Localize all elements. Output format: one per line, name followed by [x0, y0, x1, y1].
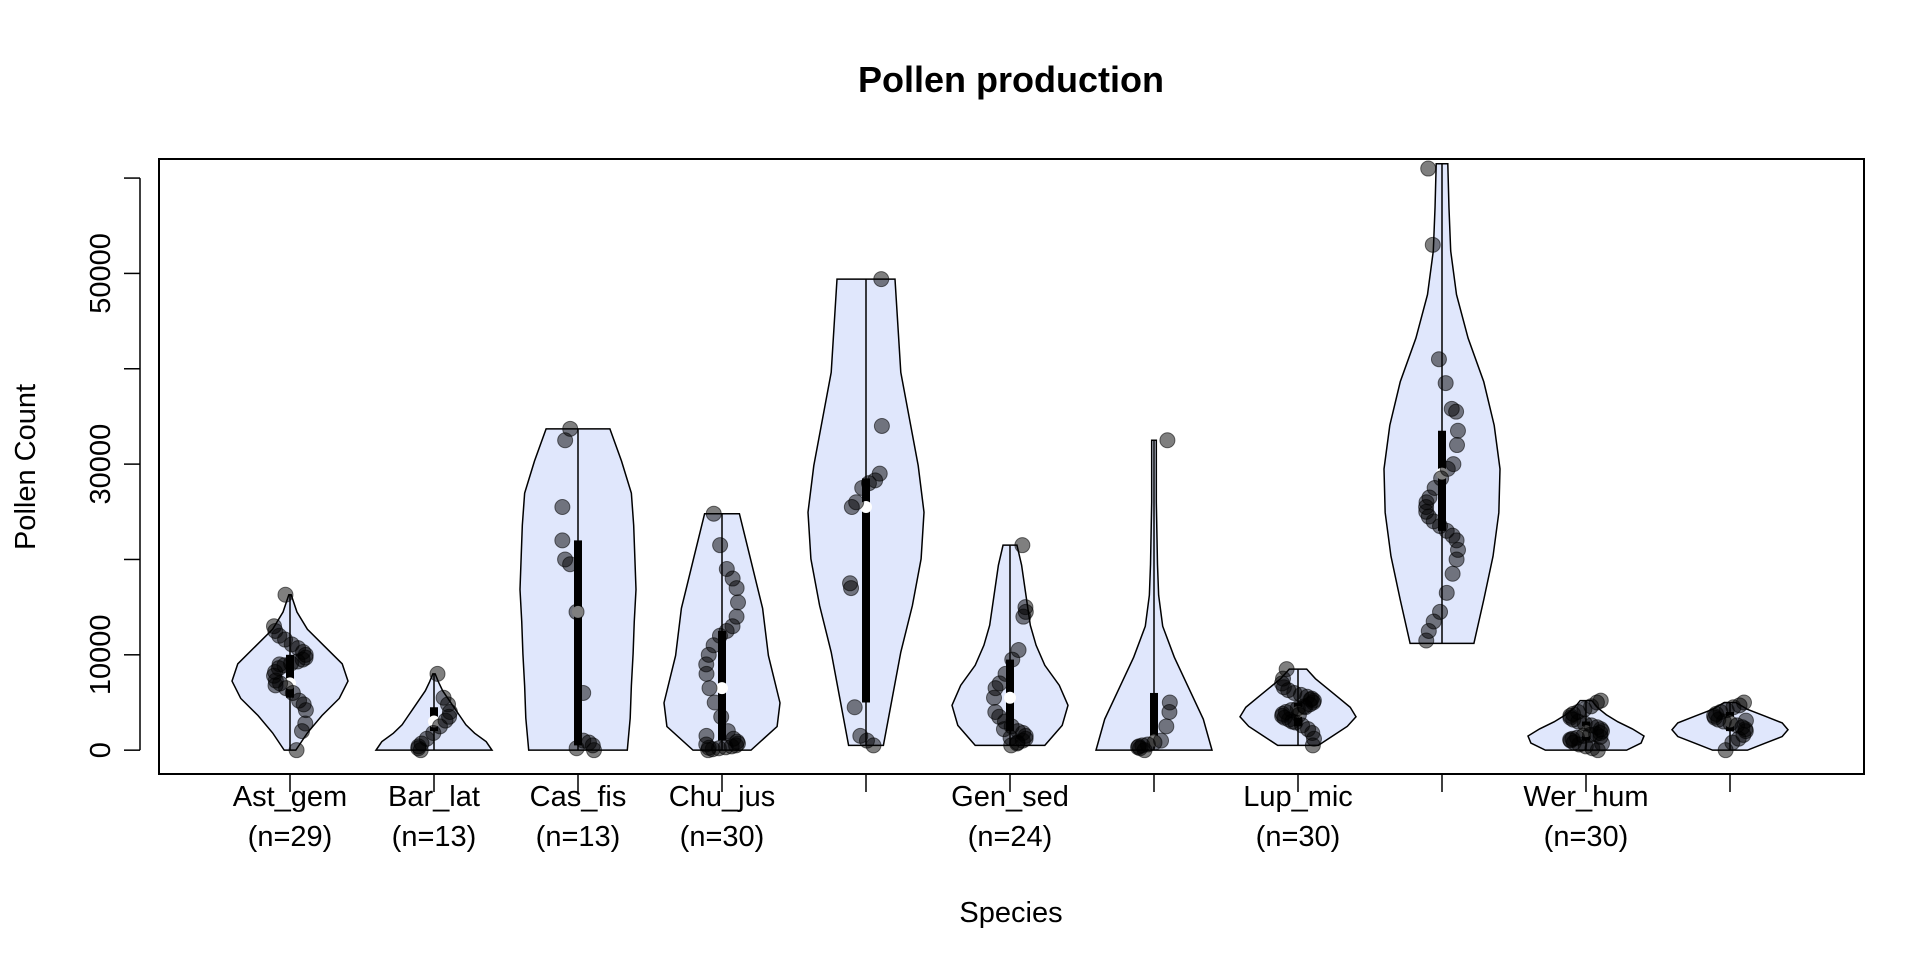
data-point — [575, 732, 592, 749]
data-point — [706, 694, 723, 711]
data-point — [1278, 661, 1295, 678]
data-point — [429, 665, 446, 682]
y-axis-label: Pollen Count — [10, 384, 42, 550]
plot-frame — [158, 158, 1865, 775]
y-tick-label: 30000 — [85, 424, 117, 505]
chart-title: Pollen production — [858, 59, 1164, 100]
data-point — [288, 742, 305, 759]
data-point — [719, 723, 736, 740]
data-point — [718, 561, 735, 577]
data-point — [871, 465, 888, 482]
x-tick-label: Gen_sed — [951, 781, 1069, 813]
data-point — [1437, 375, 1454, 392]
x-count-label: (n=30) — [1256, 821, 1341, 853]
x-count-label: (n=13) — [392, 821, 477, 853]
data-point — [568, 603, 585, 620]
x-axis: Ast_gem (n=29) Bar_lat (n=13) Cas_fis (n=13) C… — [233, 774, 1731, 853]
data-point — [562, 420, 579, 437]
data-point — [267, 677, 284, 694]
data-point — [1161, 694, 1178, 711]
data-point — [1445, 456, 1462, 473]
violin-iqr-box — [862, 478, 870, 703]
data-point — [701, 680, 718, 697]
data-point — [705, 505, 722, 522]
violin-iqr-box — [1150, 692, 1158, 746]
x-tick-label: Cas_fis — [530, 781, 627, 813]
x-axis-label: Species — [959, 897, 1062, 929]
data-point — [1443, 400, 1460, 417]
data-point — [554, 532, 571, 549]
data-point — [1418, 499, 1435, 516]
data-point — [557, 551, 574, 568]
data-point — [846, 699, 863, 716]
data-point — [852, 727, 869, 744]
data-point — [848, 494, 865, 511]
x-count-label: (n=30) — [1544, 821, 1629, 853]
data-point — [1592, 692, 1609, 709]
data-point — [987, 704, 1004, 721]
data-point — [729, 594, 746, 611]
x-count-label: (n=29) — [248, 821, 333, 853]
data-point — [1420, 160, 1437, 177]
data-point — [995, 721, 1012, 738]
data-point — [1430, 351, 1447, 368]
data-point — [575, 684, 592, 701]
data-point — [1153, 732, 1170, 749]
violin-iqr-box — [286, 654, 294, 698]
data-point — [277, 586, 294, 603]
x-tick-label: Wer_hum — [1523, 781, 1648, 813]
data-point — [1158, 718, 1175, 735]
violin-median — [1004, 691, 1016, 704]
data-point — [1449, 437, 1466, 454]
data-point — [1432, 603, 1449, 620]
data-point — [1302, 691, 1319, 708]
x-count-label: (n=24) — [968, 821, 1053, 853]
x-count-label: (n=30) — [680, 821, 765, 853]
data-point — [1159, 432, 1176, 449]
data-point — [297, 715, 314, 732]
data-point — [1449, 422, 1466, 439]
data-point — [698, 727, 715, 744]
data-point — [1424, 236, 1441, 253]
data-point — [1438, 584, 1455, 601]
data-point — [1735, 694, 1752, 711]
data-point — [1592, 728, 1609, 745]
data-point — [1014, 537, 1031, 554]
violins — [231, 160, 1789, 759]
violin-median — [716, 682, 728, 695]
y-axis: 0 10000 30000 50000 — [85, 177, 141, 758]
data-point — [997, 665, 1014, 682]
data-point — [873, 271, 890, 288]
violin-iqr-box — [574, 540, 582, 746]
x-tick-label: Bar_lat — [388, 781, 480, 813]
data-point — [266, 618, 283, 635]
data-point — [713, 708, 730, 725]
data-point — [271, 656, 288, 673]
data-point — [842, 575, 859, 592]
x-count-label: (n=13) — [536, 821, 621, 853]
x-tick-label: Ast_gem — [233, 781, 347, 813]
data-point — [873, 417, 890, 434]
data-point — [1444, 565, 1461, 582]
data-point — [728, 608, 745, 625]
data-point — [435, 689, 452, 706]
data-point — [554, 499, 571, 516]
x-tick-label: Chu_jus — [669, 781, 775, 813]
y-tick-label: 50000 — [85, 233, 117, 314]
y-tick-label: 0 — [85, 742, 117, 758]
data-point — [1737, 712, 1754, 729]
y-tick-label: 10000 — [85, 614, 117, 695]
data-point — [1017, 599, 1034, 616]
data-point — [1010, 642, 1027, 659]
x-tick-label: Lup_mic — [1243, 781, 1353, 813]
data-point — [712, 537, 729, 554]
